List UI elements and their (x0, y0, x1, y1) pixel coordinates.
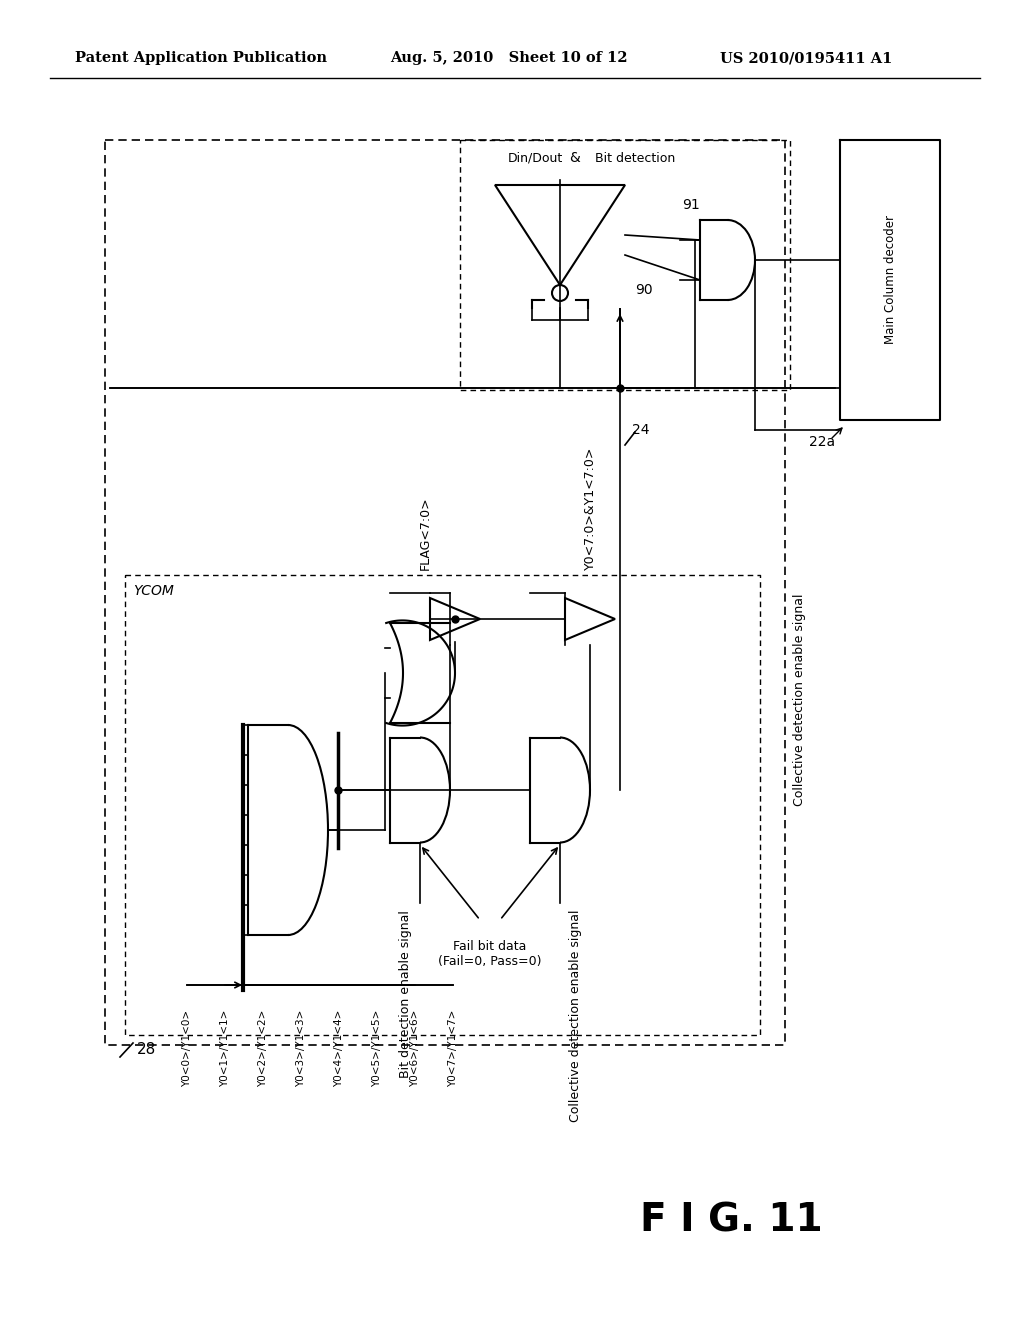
Text: Collective detection enable signal: Collective detection enable signal (794, 594, 807, 807)
Text: FLAG<7:0>: FLAG<7:0> (419, 496, 431, 570)
Text: F I G. 11: F I G. 11 (640, 1201, 822, 1239)
Text: 91: 91 (682, 198, 699, 213)
Text: Y0<3>/Y1<3>: Y0<3>/Y1<3> (296, 1010, 306, 1088)
Text: 90: 90 (635, 282, 652, 297)
Text: &: & (569, 150, 581, 165)
Text: Bit detection enable signal: Bit detection enable signal (398, 909, 412, 1078)
Text: Main Column decoder: Main Column decoder (884, 215, 896, 345)
Text: Y0<7:0>&Y1<7:0>: Y0<7:0>&Y1<7:0> (584, 446, 597, 570)
Text: Y0<4>/Y1<4>: Y0<4>/Y1<4> (334, 1010, 344, 1088)
Text: Din/Dout: Din/Dout (507, 152, 562, 165)
Text: Y0<0>/Y1<0>: Y0<0>/Y1<0> (182, 1010, 193, 1088)
Text: Y0<6>/Y1<6>: Y0<6>/Y1<6> (410, 1010, 420, 1088)
Text: Collective detection enable signal: Collective detection enable signal (568, 909, 582, 1122)
Text: 24: 24 (632, 422, 649, 437)
Text: Bit detection: Bit detection (595, 152, 675, 165)
Text: Patent Application Publication: Patent Application Publication (75, 51, 327, 65)
Text: Y0<7>/Y1<7>: Y0<7>/Y1<7> (449, 1010, 458, 1088)
Text: US 2010/0195411 A1: US 2010/0195411 A1 (720, 51, 892, 65)
Text: Aug. 5, 2010   Sheet 10 of 12: Aug. 5, 2010 Sheet 10 of 12 (390, 51, 628, 65)
Text: Y0<2>/Y1<2>: Y0<2>/Y1<2> (258, 1010, 268, 1088)
Text: 28: 28 (137, 1043, 157, 1057)
Text: YCOM: YCOM (133, 583, 174, 598)
Text: 22a: 22a (809, 436, 835, 449)
Text: Y0<1>/Y1<1>: Y0<1>/Y1<1> (220, 1010, 230, 1088)
Text: Fail bit data
(Fail=0, Pass=0): Fail bit data (Fail=0, Pass=0) (438, 940, 542, 968)
Text: Y0<5>/Y1<5>: Y0<5>/Y1<5> (372, 1010, 382, 1088)
